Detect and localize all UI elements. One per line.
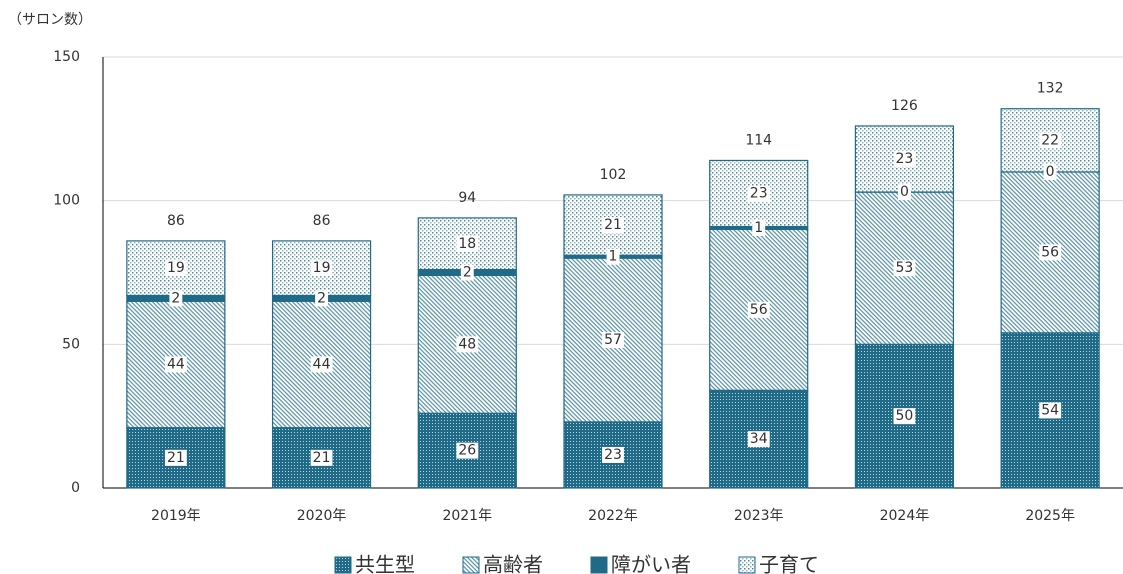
data-label-bg [606,248,620,265]
data-label-bg [164,449,187,466]
data-label-bg [602,217,624,234]
data-label-bg [747,185,770,202]
data-label-bg [1039,402,1062,419]
data-label: 19 [313,260,331,276]
y-tick-label: 100 [53,193,80,209]
legend-marker [462,556,480,574]
data-label-bg [169,290,183,307]
y-axis-label: （サロン数） [8,12,92,28]
data-label-bg [456,442,479,459]
x-tick-label: 2020年 [297,508,347,524]
data-label: 44 [313,356,331,372]
data-label-bg [893,408,916,425]
x-tick-label: 2025年 [1025,508,1075,524]
data-label-bg [164,356,187,373]
data-label: 26 [458,443,476,459]
data-label: 48 [458,336,476,352]
total-label: 114 [745,132,772,148]
data-label-bg [310,356,333,373]
data-label-bg [310,449,333,466]
data-label: 21 [313,450,331,466]
legend-label: 共生型 [355,553,415,574]
data-label-bg [897,184,911,201]
bar-segment [563,421,663,489]
legend-label: 障がい者 [611,553,691,574]
bar-segment [271,427,372,489]
data-label: 44 [167,356,185,372]
x-tick-label: 2022年 [588,508,638,524]
data-label: 54 [1041,402,1059,418]
data-label: 21 [604,217,622,233]
data-label: 18 [458,236,476,252]
data-label-bg [456,235,479,252]
data-label: 0 [1046,164,1055,180]
y-tick-label: 0 [71,480,80,496]
data-label: 53 [896,260,914,276]
data-label: 23 [896,151,914,167]
total-label: 132 [1037,81,1064,97]
total-label: 102 [600,167,627,183]
y-tick-label: 150 [53,49,80,65]
data-label-bg [747,431,770,448]
data-label-bg [752,219,766,236]
x-tick-label: 2024年 [880,508,930,524]
data-label-bg [315,290,329,307]
y-tick-label: 50 [62,336,80,352]
legend-marker [334,556,352,574]
x-tick-label: 2019年 [151,508,201,524]
data-label: 23 [750,185,768,201]
total-label: 86 [313,213,331,229]
legend-label: 子育て [759,553,819,574]
data-label-bg [602,446,624,463]
data-label: 56 [750,302,768,318]
data-label-bg [1039,244,1062,261]
data-label: 2 [463,265,472,281]
data-label: 23 [604,447,622,463]
total-label: 86 [167,213,185,229]
data-label: 21 [167,450,185,466]
data-label: 34 [750,431,768,447]
total-label: 126 [891,98,918,114]
data-label: 57 [604,332,622,348]
x-tick-label: 2023年 [734,508,784,524]
data-label: 1 [609,249,618,265]
legend-label: 高齢者 [483,553,543,574]
data-label-bg [893,260,916,277]
legend-marker [738,556,756,574]
data-label: 2 [171,290,180,306]
data-label-bg [1043,163,1057,180]
data-label-bg [602,332,624,349]
data-label-bg [1039,132,1062,149]
data-label-bg [460,264,474,281]
total-label: 94 [458,190,476,206]
data-label-bg [747,301,770,318]
data-label: 56 [1041,244,1059,260]
x-tick-label: 2021年 [442,508,492,524]
legend-marker [590,556,608,574]
data-label: 22 [1041,132,1059,148]
data-label: 1 [754,220,763,236]
data-label-bg [164,260,187,277]
data-label-bg [456,336,479,353]
data-label-bg [893,151,916,168]
data-label: 50 [896,408,914,424]
data-label: 19 [167,260,185,276]
data-label: 0 [900,184,909,200]
data-label: 2 [317,290,326,306]
data-label-bg [310,260,333,277]
